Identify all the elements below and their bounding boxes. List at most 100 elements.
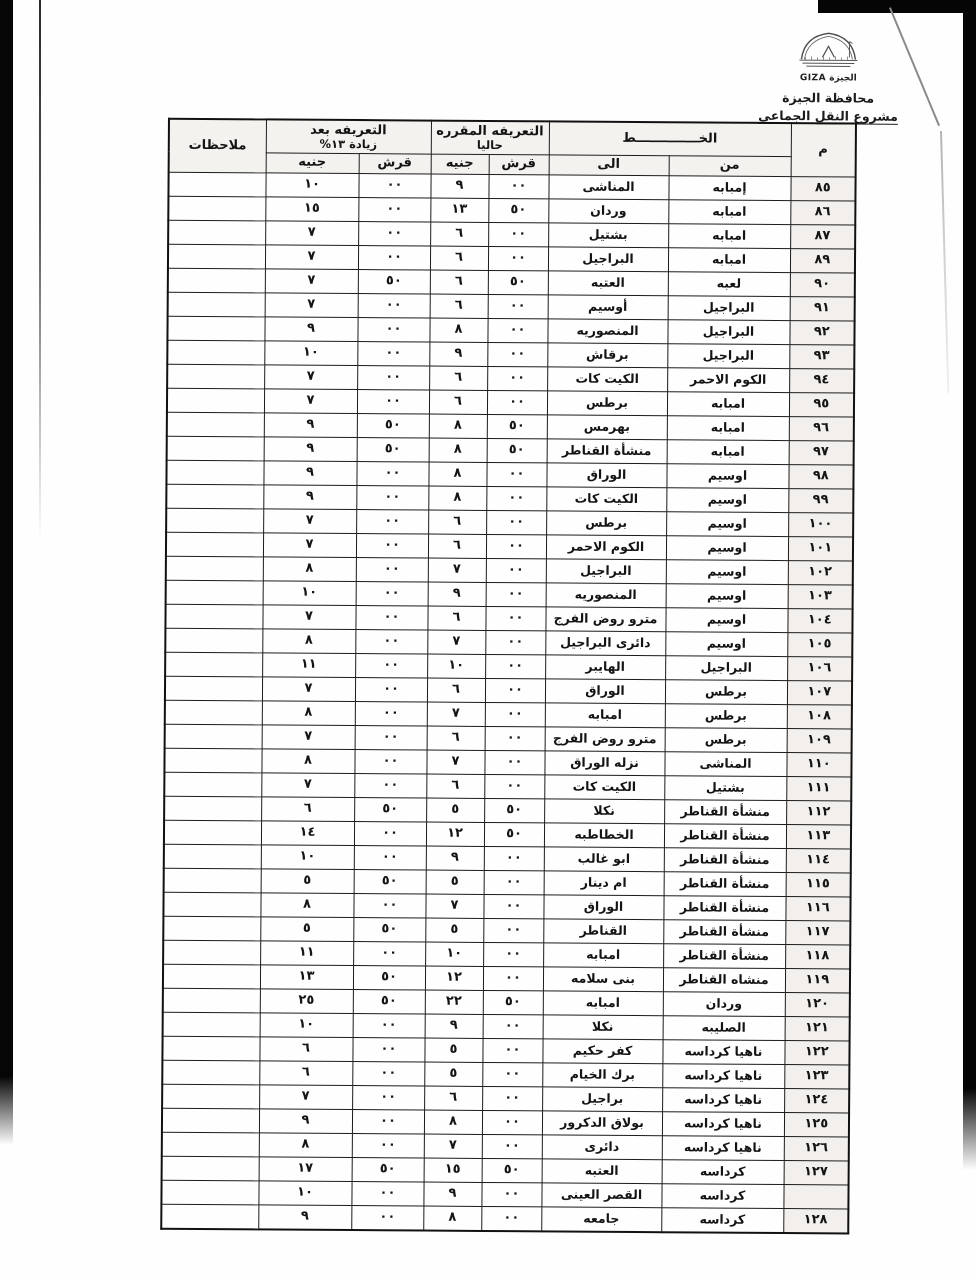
- to-cell: الخطاطبه: [543, 822, 665, 848]
- current-piasters-cell: ٠٠: [487, 245, 549, 271]
- current-pounds-cell: ٨: [428, 413, 487, 438]
- from-cell: امبابه: [668, 199, 791, 225]
- increased-pounds-cell: ٥: [260, 916, 354, 942]
- notes-cell: [161, 1107, 260, 1133]
- increased-pounds-cell: ٨: [261, 700, 355, 726]
- current-pounds-cell: ٧: [426, 701, 485, 726]
- increased-piasters-cell: ٠٠: [356, 461, 429, 486]
- increased-piasters-cell: ٠٠: [354, 701, 427, 726]
- increased-piasters-cell: ٥٠: [351, 1157, 424, 1182]
- to-cell: الوراق: [544, 678, 666, 704]
- increased-piasters-cell: ٠٠: [352, 1013, 425, 1038]
- current-piasters-cell: ٠٠: [482, 1061, 543, 1087]
- from-cell: اوسيم: [666, 463, 789, 489]
- to-cell: منشأة القناطر: [546, 438, 667, 464]
- increased-pounds-cell: ١٠: [265, 172, 359, 198]
- serial-cell: ٩٤: [789, 368, 855, 393]
- current-pounds-cell: ٦: [429, 269, 488, 294]
- notes-cell: [168, 219, 266, 245]
- col-header-increased-pounds: جنيه: [265, 152, 359, 174]
- increased-piasters-cell: ٠٠: [356, 485, 429, 510]
- current-piasters-cell: ٥٠: [482, 989, 543, 1015]
- increased-pounds-cell: ٦: [261, 796, 355, 822]
- notes-cell: [162, 1083, 260, 1109]
- notes-cell: [167, 339, 265, 365]
- from-cell: امبابه: [668, 223, 791, 249]
- serial-cell: ١٠٩: [786, 728, 852, 753]
- notes-cell: [167, 243, 266, 269]
- from-cell: امبابه: [667, 247, 791, 273]
- current-pounds-cell: ٧: [427, 629, 486, 654]
- current-piasters-cell: ٠٠: [482, 1037, 543, 1063]
- notes-cell: [166, 411, 264, 437]
- increased-pounds-cell: ٧: [259, 1084, 353, 1110]
- to-cell: العتبه: [541, 1158, 662, 1184]
- increased-pounds-cell: ٩: [263, 460, 357, 486]
- current-tariff-label-line2: حاليا: [476, 137, 503, 152]
- current-piasters-cell: ٠٠: [481, 1181, 542, 1207]
- from-cell: امبابه: [666, 439, 789, 465]
- notes-cell: [164, 675, 263, 701]
- current-piasters-cell: ٥٠: [484, 797, 545, 823]
- serial-cell: ١٢١: [784, 1016, 850, 1041]
- notes-cell: [161, 1155, 259, 1181]
- increased-piasters-cell: ٠٠: [355, 653, 428, 678]
- to-cell: برطس: [546, 510, 667, 536]
- serial-cell: ١٠٦: [787, 656, 853, 681]
- from-cell: منشأة القناطر: [663, 895, 786, 921]
- increased-pounds-cell: ٧: [264, 244, 359, 270]
- increased-piasters-cell: ٠٠: [355, 605, 428, 630]
- current-pounds-cell: ٨: [428, 437, 487, 462]
- increased-pounds-cell: ١٠: [262, 580, 356, 606]
- serial-cell: ١٠٣: [787, 584, 853, 609]
- serial-cell: ١٢٦: [783, 1136, 849, 1161]
- increased-pounds-cell: ١٧: [258, 1156, 352, 1182]
- col-header-increased-piasters: قرش: [358, 153, 431, 174]
- from-cell: الكوم الاحمر: [667, 367, 790, 393]
- to-cell: الكيت كات: [547, 366, 668, 392]
- current-pounds-cell: ١٢: [425, 821, 485, 846]
- current-piasters-cell: ٠٠: [483, 893, 544, 919]
- current-piasters-cell: ٠٠: [483, 869, 544, 895]
- current-pounds-cell: ٧: [423, 1133, 482, 1158]
- current-pounds-cell: ٦: [428, 509, 487, 534]
- increased-piasters-cell: ٠٠: [357, 245, 431, 270]
- to-cell: المنصوريه: [545, 582, 666, 608]
- current-piasters-cell: ٠٠: [481, 1133, 542, 1159]
- current-pounds-cell: ٨: [428, 485, 487, 510]
- current-piasters-cell: ٠٠: [487, 293, 548, 319]
- notes-cell: [163, 843, 261, 869]
- scan-edge-top: [818, 0, 976, 13]
- increased-piasters-cell: ٠٠: [358, 197, 431, 222]
- current-pounds-cell: ٥: [426, 797, 485, 822]
- from-cell: امبابه: [666, 415, 789, 441]
- increased-pounds-cell: ٨: [262, 556, 356, 582]
- from-cell: وردان: [662, 991, 785, 1017]
- serial-cell: ٩٦: [788, 416, 854, 441]
- increased-pounds-cell: ٦: [259, 1060, 353, 1086]
- to-cell: برقاش: [547, 342, 668, 368]
- to-cell: جامعه: [541, 1206, 662, 1232]
- current-tariff-label-line1: التعريفه المقرره: [436, 123, 544, 140]
- increased-piasters-cell: ٠٠: [353, 821, 427, 846]
- current-pounds-cell: ٩: [427, 581, 486, 606]
- from-cell: اوسيم: [665, 607, 788, 633]
- serial-cell: ٩٣: [789, 344, 855, 369]
- fare-table-header: م الخــــــــــــــط التعريفه المقرره حا…: [168, 118, 856, 177]
- current-piasters-cell: ٠٠: [485, 533, 547, 559]
- serial-cell: ٩٢: [789, 320, 855, 345]
- increased-piasters-cell: ٠٠: [352, 1085, 425, 1110]
- notes-cell: [162, 963, 261, 989]
- current-piasters-cell: ٠٠: [483, 941, 544, 967]
- increased-pounds-cell: ١٠: [264, 340, 358, 366]
- increased-pounds-cell: ٧: [264, 292, 358, 318]
- from-cell: كرداسه: [661, 1207, 784, 1233]
- to-cell: نكلا: [542, 1014, 663, 1040]
- increased-piasters-cell: ٠٠: [354, 773, 427, 798]
- col-header-current-tariff: التعريفه المقرره حاليا: [430, 120, 550, 155]
- current-piasters-cell: ٠٠: [486, 509, 547, 535]
- increased-piasters-cell: ٥٠: [354, 797, 427, 822]
- current-pounds-cell: ٦: [429, 293, 488, 318]
